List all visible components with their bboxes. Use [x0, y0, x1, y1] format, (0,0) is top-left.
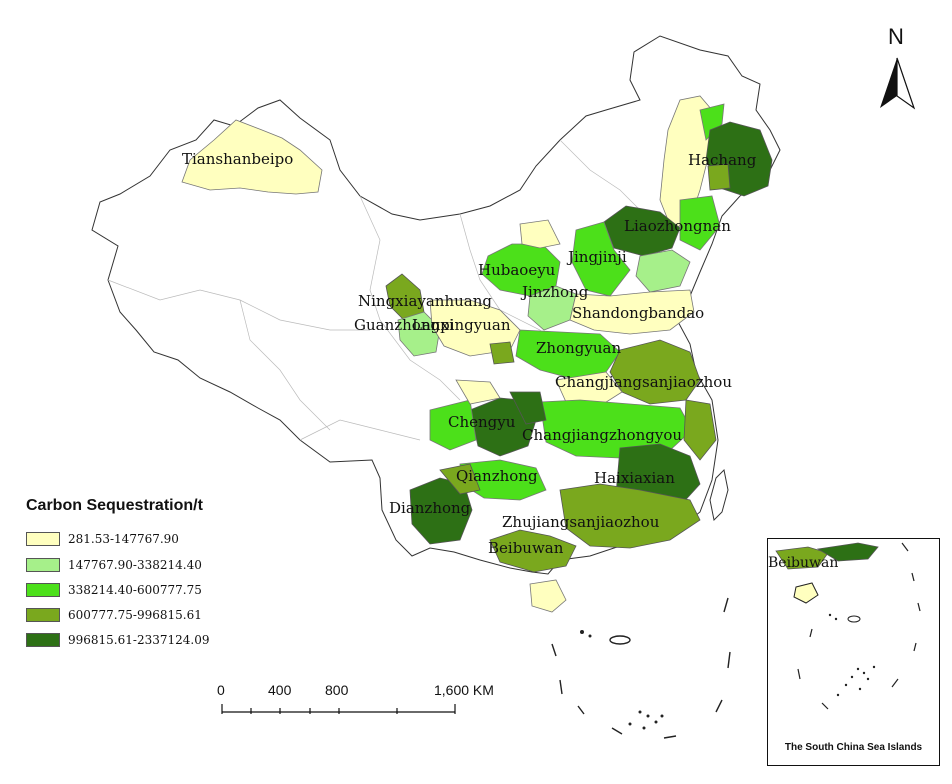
region-label-jinzhong: Jinzhong: [520, 283, 589, 301]
legend-item: 281.53-147767.90: [26, 530, 179, 547]
region-haixiaxian-olive: [683, 399, 717, 461]
inset-region-label: Beibuwan: [768, 555, 839, 571]
region-label-changjiangzhongyou: Changjiangzhongyou: [522, 426, 682, 444]
legend-label: 338214.40-600777.75: [68, 582, 202, 597]
south-sea-islands: [580, 630, 664, 730]
region-label-ningxiayanhuang: Ningxiayanhuang: [358, 292, 492, 310]
legend-item: 338214.40-600777.75: [26, 581, 202, 598]
legend-item: 996815.61-2337124.09: [26, 631, 209, 648]
inset-map: [775, 542, 921, 710]
region-dianzhong-olive: [439, 463, 481, 495]
region-northeast-light2: [699, 103, 725, 141]
region-label-tianshanbeipo: Tianshanbeipo: [182, 150, 293, 168]
legend-label: 996815.61-2337124.09: [68, 632, 210, 647]
region-label-shandongbandao: Shandongbandao: [572, 304, 704, 322]
inset-islands: [828, 613, 876, 697]
region-label-chengyu: Chengyu: [448, 413, 516, 431]
legend-swatch: [26, 582, 60, 597]
region-jingjinji: [571, 221, 631, 297]
inset-region-coast: [816, 542, 879, 562]
region-zhujiangsanjiaozhou: [559, 483, 701, 549]
inset-region-beibuwan: [775, 546, 829, 570]
scale-tick-label: 1,600 KM: [434, 682, 494, 698]
region-label-hachang: Hachang: [688, 151, 757, 169]
south-china-sea-inset: Beibuwan The South China Sea Islands: [767, 538, 940, 766]
region-changjiangzhongyou: [539, 399, 693, 459]
region-shandongbandao: [569, 289, 695, 335]
nine-dash-line: [551, 597, 731, 739]
region-zhongyuan-olive: [489, 341, 515, 365]
region-lanxi: [397, 311, 441, 357]
region-chengyu-west: [429, 399, 477, 451]
legend-label: 281.53-147767.90: [68, 531, 179, 546]
legend-swatch: [26, 557, 60, 572]
region-chengyu: [469, 397, 537, 457]
legend-label: 600777.75-996815.61: [68, 607, 202, 622]
region-label-jingjinji: Jingjinji: [566, 248, 627, 266]
scale-bar: [221, 704, 456, 714]
region-beibuwan: [489, 529, 577, 573]
region-labels: Tianshanbeipo Hachang Liaozhongnan Jingjinj…: [182, 150, 757, 557]
region-label-hubaoeyu: Hubaoeyu: [478, 261, 556, 279]
region-label-zhujiangsanjiaozhou: Zhujiangsanjiaozhou: [502, 513, 660, 531]
region-liaozhongnan: [603, 205, 681, 257]
region-changjiangzhongyou-dark: [509, 391, 547, 425]
region-label-beibuwan: Beibuwan: [488, 539, 564, 557]
legend-item: 147767.90-338214.40: [26, 556, 202, 573]
legend-item: 600777.75-996815.61: [26, 606, 202, 623]
region-hachang-olive: [707, 163, 731, 191]
region-label-haixiaxian: Haixiaxian: [594, 469, 675, 487]
region-chengyu-light: [455, 379, 501, 405]
region-tianshanbeipo: [181, 119, 323, 195]
region-northeast-light: [659, 95, 713, 231]
region-liaozhongnan-light: [679, 195, 721, 251]
inset-hainan: [793, 582, 819, 604]
legend-swatch: [26, 531, 60, 546]
region-changjiangsanjiaozhou-light: [555, 371, 623, 407]
legend-swatch: [26, 632, 60, 647]
scale-tick-label: 800: [325, 682, 349, 698]
north-arrow-icon: [880, 57, 916, 110]
region-dianzhong: [409, 477, 473, 545]
region-label-liaozhongnan: Liaozhongnan: [624, 217, 731, 235]
region-hubaoeyu-light: [519, 219, 561, 249]
region-label-guanzhongpingyuan: Guanzhongpingyuan: [354, 316, 511, 334]
region-label-qianzhong: Qianzhong: [456, 467, 538, 485]
region-jingjinji-east: [635, 249, 691, 293]
legend-title: Carbon Sequestration/t: [26, 497, 203, 514]
region-label-zhongyuan: Zhongyuan: [536, 339, 621, 357]
north-label: N: [888, 24, 904, 49]
scale-tick-label: 0: [217, 682, 225, 698]
region-label-changjiangsanjiaozhou: Changjiangsanjiaozhou: [555, 373, 732, 391]
legend-swatch: [26, 607, 60, 622]
region-hainan: [529, 579, 567, 613]
province-boundaries: [107, 139, 641, 441]
inset-dash-line: [797, 542, 921, 710]
region-label-dianzhong: Dianzhong: [389, 499, 471, 517]
inset-caption: The South China Sea Islands: [784, 742, 923, 753]
taiwan-outline: [709, 468, 729, 522]
legend-label: 147767.90-338214.40: [68, 557, 202, 572]
region-label-lanxi: Lanxi: [412, 316, 454, 334]
scale-tick-label: 400: [268, 682, 292, 698]
